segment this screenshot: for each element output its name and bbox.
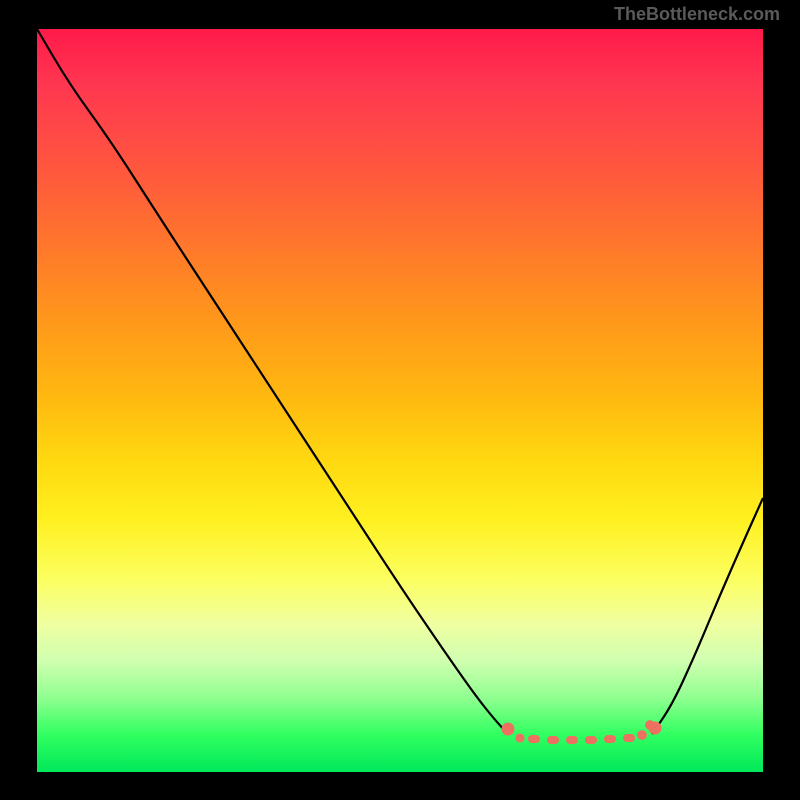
valley-dot — [649, 722, 662, 735]
chart-svg — [0, 0, 800, 800]
left-curve — [37, 29, 508, 734]
valley-markers-group — [502, 720, 662, 744]
right-curve — [652, 498, 763, 734]
valley-dash — [566, 736, 578, 744]
valley-dash — [528, 735, 540, 743]
valley-dot — [515, 733, 524, 742]
valley-dash — [585, 736, 597, 744]
valley-dash — [547, 736, 559, 744]
valley-dash — [604, 735, 616, 743]
watermark-text: TheBottleneck.com — [614, 4, 780, 25]
valley-dash — [623, 734, 635, 742]
valley-dot — [502, 723, 515, 736]
valley-dot — [637, 730, 647, 740]
curve-group — [37, 29, 763, 734]
